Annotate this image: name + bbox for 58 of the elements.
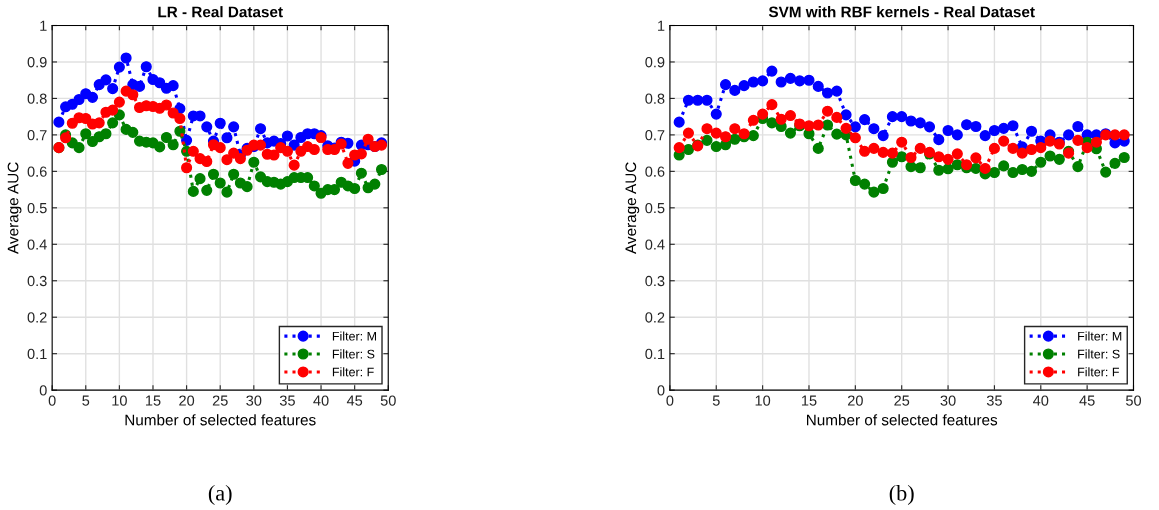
legend-label: Filter: S <box>332 349 375 359</box>
x-tick-label: 10 <box>112 395 127 406</box>
legend-label: Filter: F <box>1078 367 1119 377</box>
x-tick-label: 5 <box>82 395 90 406</box>
y-tick-label: 0.5 <box>645 202 665 214</box>
y-tick-label: 0.4 <box>645 239 665 250</box>
y-tick-label: 0.7 <box>27 130 47 141</box>
x-tick-label: 10 <box>755 395 771 406</box>
x-tick-label: 40 <box>313 395 329 406</box>
y-tick-label: 0.9 <box>27 57 47 68</box>
y-tick-label: 0.7 <box>645 130 665 141</box>
legend-label: Filter: S <box>1078 349 1120 359</box>
y-tick-label: 0 <box>657 385 665 396</box>
y-axis-title: Average AUC <box>7 162 22 254</box>
y-tick-label: 1 <box>40 20 47 31</box>
y-tick-label: 1 <box>658 20 665 31</box>
x-tick-label: 20 <box>847 395 863 406</box>
x-tick-label: 30 <box>940 395 956 406</box>
y-tick-label: 0 <box>39 385 47 396</box>
x-tick-label: 35 <box>986 395 1002 406</box>
y-tick-label: 0.9 <box>645 57 665 68</box>
legend-label: Filter: M <box>332 331 376 341</box>
x-axis-title: Number of selected features <box>125 414 316 426</box>
x-tick-label: 15 <box>145 395 161 406</box>
x-tick-label: 40 <box>1033 395 1049 406</box>
x-tick-label: 50 <box>380 395 396 406</box>
x-tick-label: 45 <box>1079 395 1095 406</box>
x-tick-label: 20 <box>179 395 195 406</box>
x-tick-label: 5 <box>712 395 720 406</box>
y-tick-label: 0.2 <box>27 312 47 323</box>
legend-label: Filter: F <box>332 367 374 377</box>
y-tick-label: 0.3 <box>27 275 47 287</box>
y-tick-label: 0.8 <box>27 93 47 104</box>
y-tick-label: 0.2 <box>645 312 665 323</box>
y-tick-label: 0.1 <box>27 348 47 360</box>
legend-label: Filter: M <box>1078 331 1122 341</box>
text: (b) <box>889 484 914 506</box>
y-tick-label: 0.6 <box>645 166 665 177</box>
y-tick-label: 0.3 <box>645 275 665 287</box>
x-tick-label: 0 <box>48 395 56 406</box>
y-tick-label: 0.6 <box>27 166 47 177</box>
x-axis-title: Number of selected features <box>807 414 998 426</box>
text: (a) <box>208 484 232 506</box>
x-tick-label: 50 <box>1125 395 1142 406</box>
x-tick-label: 15 <box>801 395 817 406</box>
y-tick-label: 0.8 <box>645 93 665 104</box>
y-tick-label: 0.1 <box>645 348 665 360</box>
chart-title: SVM with RBF kernels - Real Dataset <box>768 6 1035 18</box>
x-tick-label: 25 <box>894 395 910 406</box>
x-tick-label: 35 <box>279 395 295 406</box>
x-tick-label: 0 <box>666 395 674 406</box>
y-axis-title: Average AUC <box>625 162 640 254</box>
x-tick-label: 30 <box>246 395 262 406</box>
y-tick-label: 0.4 <box>27 239 47 250</box>
chart-title: LR - Real Dataset <box>158 6 283 18</box>
y-tick-label: 0.5 <box>27 202 47 214</box>
x-tick-label: 25 <box>212 395 228 406</box>
x-tick-label: 45 <box>346 395 363 406</box>
